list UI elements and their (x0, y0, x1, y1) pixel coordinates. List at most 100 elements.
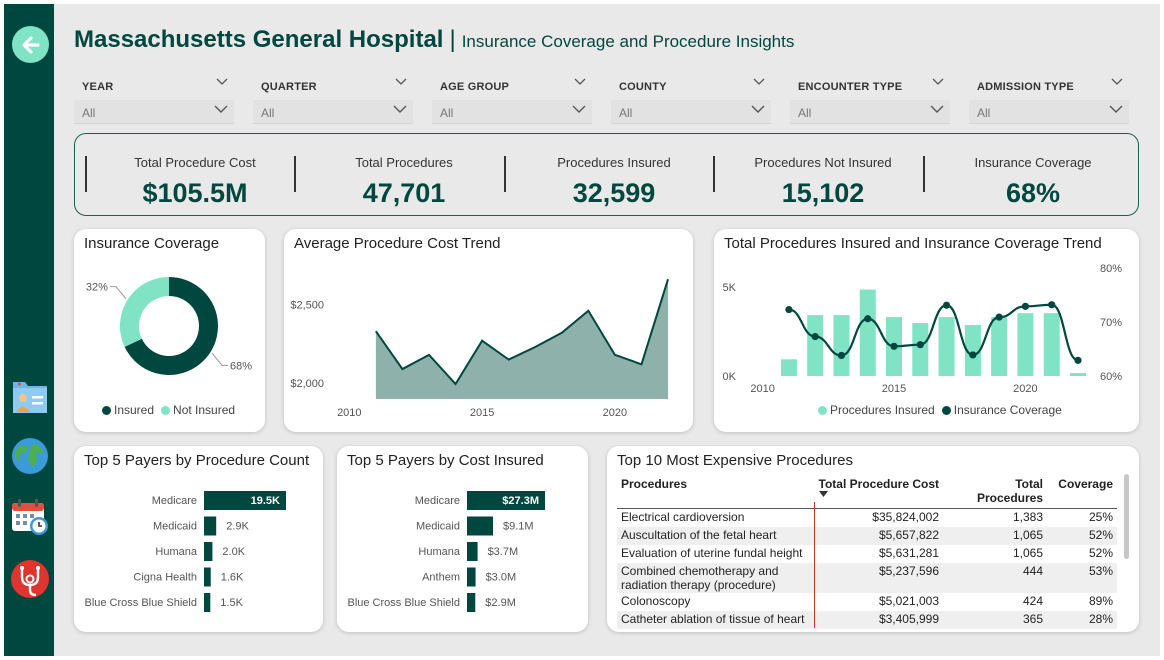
kpi-value: 15,102 (781, 178, 865, 208)
column-header-procedures[interactable]: Procedures (617, 474, 813, 509)
filter-county: COUNTY All (611, 78, 771, 126)
chevron-down-icon[interactable] (753, 78, 765, 86)
table-cell: $5,237,596 (813, 562, 943, 593)
bar-procedures-insured (1069, 373, 1086, 376)
back-button[interactable] (12, 26, 49, 63)
area-chart: $2,000 $2,500 2010 2015 2020 (290, 278, 669, 419)
navigation-sidebar (4, 4, 54, 656)
table-cell: 52% (1047, 526, 1117, 545)
table-cell: Evaluation of uterine fundal height (621, 545, 803, 560)
donut-leader-line (211, 353, 229, 366)
patient-folder-icon[interactable] (10, 376, 50, 416)
chevron-down-icon[interactable] (930, 104, 944, 114)
filter-county-dropdown[interactable]: All (611, 100, 771, 124)
column-header-coverage[interactable]: Coverage (1047, 474, 1117, 509)
category-label: Medicare (415, 495, 460, 507)
globe-icon[interactable] (10, 436, 50, 476)
table-cell: Electrical cardioversion (621, 510, 745, 524)
kpi-value: 32,599 (572, 178, 656, 208)
kpi-divider (85, 156, 87, 192)
kpi-band: Total Procedure Cost $105.5M Total Proce… (74, 133, 1139, 216)
payer-bar (467, 491, 545, 510)
filter-value: All (82, 106, 96, 120)
table-scrollbar[interactable] (1124, 474, 1129, 559)
filter-label: ENCOUNTER TYPE (798, 81, 903, 93)
category-label: Medicaid (416, 521, 460, 533)
card-title: Average Procedure Cost Trend (294, 235, 501, 252)
table-row[interactable]: Combined chemotherapy and radiation ther… (617, 562, 1117, 593)
top-payers-cost-card: Top 5 Payers by Cost Insured Medicare $27… (337, 446, 588, 632)
back-arrow-icon (21, 35, 40, 54)
chevron-down-icon[interactable] (574, 78, 586, 86)
coverage-point (995, 313, 1003, 321)
filter-encounter-type-dropdown[interactable]: All (790, 100, 950, 124)
procedures-table: Procedures Total Procedure Cost Total Pr… (617, 474, 1117, 629)
chevron-down-icon[interactable] (1109, 104, 1123, 114)
chevron-down-icon[interactable] (395, 78, 407, 86)
category-label: Blue Cross Blue Shield (347, 597, 460, 609)
chevron-down-icon[interactable] (572, 104, 586, 114)
insurance-coverage-card: Insurance Coverage 68% 32% Insured Not In… (74, 229, 265, 432)
filter-value: All (977, 106, 991, 120)
chevron-down-icon[interactable] (932, 78, 944, 86)
sort-descending-icon[interactable] (819, 491, 828, 497)
table-row[interactable]: Catheter ablation of tissue of heart $3,4… (617, 610, 1117, 629)
filter-quarter: QUARTER All (253, 78, 413, 126)
avg-procedure-cost-card: Average Procedure Cost Trend $2,000 $2,50… (284, 229, 693, 432)
area-fill (375, 279, 669, 399)
chevron-down-icon[interactable] (1111, 78, 1123, 86)
payer-bar (204, 516, 217, 536)
filter-age-group: AGE GROUP All (432, 78, 592, 126)
kpi-value: $105.5M (142, 178, 248, 208)
filter-admission-type-dropdown[interactable]: All (969, 100, 1129, 124)
donut-slice-not-insured (120, 277, 169, 347)
filter-year-dropdown[interactable]: All (74, 100, 234, 124)
coverage-point (916, 341, 924, 349)
filter-age-group-dropdown[interactable]: All (432, 100, 592, 124)
card-title: Insurance Coverage (84, 235, 220, 252)
filter-label: ADMISSION TYPE (977, 81, 1074, 93)
chevron-down-icon[interactable] (214, 104, 228, 114)
y-left-tick-label: 5K (723, 282, 737, 294)
y-tick-label: $2,500 (290, 299, 324, 311)
legend-swatch-insured (102, 405, 111, 415)
stethoscope-icon[interactable] (10, 559, 50, 599)
table-row[interactable]: Colonoscopy $5,021,003 424 89% (617, 593, 1117, 611)
payer-bar (204, 593, 211, 612)
table-cell: 89% (1088, 593, 1113, 608)
column-header-label: Total Procedure Cost (818, 477, 939, 491)
table-body: Electrical cardioversion $35,824,002 1,383… (617, 509, 1117, 629)
table-cell: $5,021,003 (878, 593, 939, 608)
chevron-down-icon[interactable] (216, 78, 228, 86)
filter-quarter-dropdown[interactable]: All (253, 100, 413, 124)
legend-item-not-insured: Not Insured (173, 403, 236, 417)
chevron-down-icon[interactable] (751, 104, 765, 114)
calendar-clock-icon[interactable] (10, 497, 50, 537)
data-label: $27.3M (502, 495, 539, 507)
table-row[interactable]: Auscultation of the fetal heart $5,657,82… (617, 526, 1117, 545)
filter-value: All (798, 106, 812, 120)
y-left-tick-label: 0K (723, 371, 737, 383)
table-row[interactable]: Evaluation of uterine fundal height $5,63… (617, 545, 1117, 563)
column-header-total-procedures[interactable]: Total Procedures (943, 474, 1047, 509)
filter-encounter-type: ENCOUNTER TYPE All (790, 78, 950, 126)
chevron-down-icon[interactable] (393, 104, 407, 114)
payer-bar (204, 542, 213, 561)
payers-count-chart: Medicare 19.5K Medicaid 2.9K Humana 2.0K Cigna… (84, 491, 286, 612)
coverage-point (1074, 356, 1082, 364)
x-tick-label: 2020 (603, 407, 627, 419)
table-cell: Catheter ablation of tissue of heart (617, 610, 813, 629)
legend-item-insurance-coverage: Insurance Coverage (953, 403, 1062, 417)
table-cell: Combined chemotherapy and radiation ther… (617, 562, 813, 593)
donut-chart: 68% 32% (86, 277, 252, 375)
coverage-line (788, 303, 1079, 362)
coverage-point (785, 305, 793, 314)
kpi-label: Total Procedures (355, 155, 453, 170)
table-cell: $35,824,002 (872, 510, 939, 524)
filter-label: QUARTER (261, 81, 317, 93)
donut-leader-line (109, 286, 127, 299)
insured-trend-card: Total Procedures Insured and Insurance C… (714, 229, 1139, 432)
legend-swatch-insurance-coverage (941, 405, 951, 415)
table-row[interactable]: Electrical cardioversion $35,824,002 1,383… (617, 509, 1117, 527)
column-header-total-procedure-cost[interactable]: Total Procedure Cost (813, 474, 943, 509)
